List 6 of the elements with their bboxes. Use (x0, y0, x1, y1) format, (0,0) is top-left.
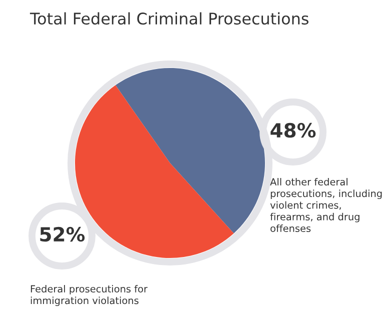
pie-slice (116, 68, 265, 234)
chart-title: Total Federal Criminal Prosecutions (30, 12, 308, 25)
slice-label: Federal prosecutions for immigration violations (30, 285, 148, 306)
data-label: 52% (40, 226, 85, 242)
data-label: 48% (270, 122, 316, 138)
slice-label: All other federal prosecutions, including violent crimes, firearms, and drug offenses (270, 178, 382, 232)
